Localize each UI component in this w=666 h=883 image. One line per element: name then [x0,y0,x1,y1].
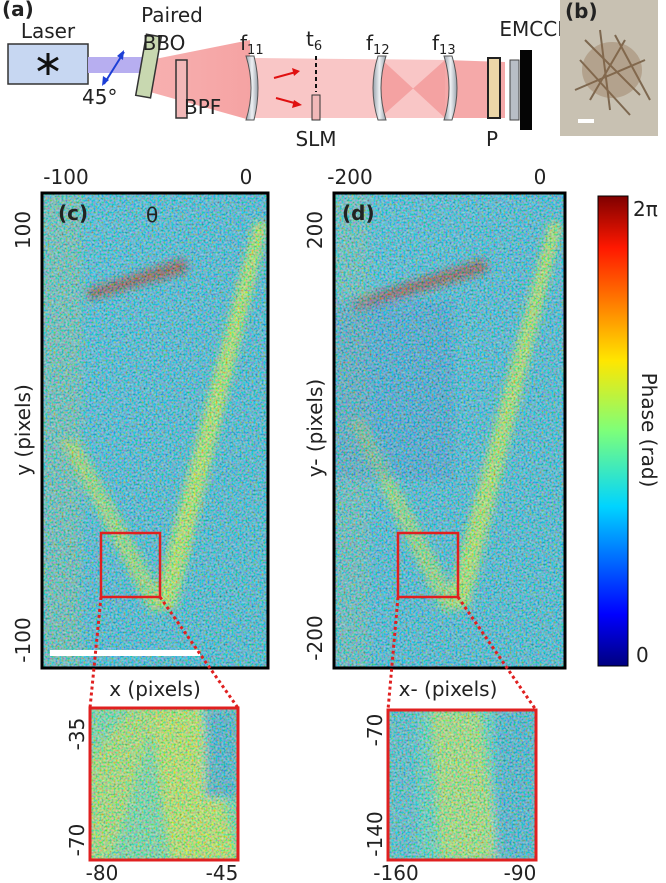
lens-label: f12 [366,31,390,58]
crossing-beam [380,58,445,118]
lens-base: f [432,31,440,55]
noise [90,708,238,860]
x-axis-label: x (pixels) [109,677,201,701]
signal-beam [150,40,250,120]
colorbar: 2π 0 Phase (rad) [597,195,661,667]
bpf [175,59,188,119]
zoom-line [88,596,103,709]
x-tick-label: -200 [327,165,372,189]
inset-x-tick-label: -160 [373,861,418,883]
panel-label: (d) [342,201,375,225]
bpf-label: BPF [184,95,221,119]
zoom-line [158,596,240,709]
sample-photo: (b) [560,0,658,136]
plane-sub: 6 [314,39,322,54]
plane-base: t [306,27,314,51]
y-tick-label: 100 [11,211,35,249]
crystal-cluster [582,42,642,98]
noise [334,193,565,668]
image-frame [40,191,270,670]
noise [42,193,268,668]
crystals [574,29,651,116]
lens-sub: 11 [247,43,264,58]
y-axis-label: y (pixels) [11,384,35,476]
noise [388,710,536,860]
inset-frame [386,708,538,862]
colorbar-max: 2π [633,197,658,221]
lens [372,55,387,121]
polarizer [487,57,501,119]
slm-label: SLM [295,127,336,151]
inset-y-tick-label: -35 [65,718,89,751]
polarization-label: 45° [82,85,117,109]
plane-label: t6 [306,27,322,54]
panel-label: (c) [58,201,88,225]
lens-base: f [240,31,248,55]
y-tick-label: 200 [303,211,327,249]
bbo-crystal [134,33,163,99]
zoom-box [396,531,460,599]
y-tick-label: -100 [11,617,35,662]
lens-base: f [366,31,374,55]
arrow-head [292,68,300,76]
inset-x-tick-label: -80 [86,861,119,883]
arrow [273,71,297,79]
y-axis-label: y- (pixels) [303,379,327,477]
panel-label: (a) [2,0,34,21]
arrow-head [102,76,109,86]
slm [311,94,321,121]
polarizer-label: P [486,127,498,151]
colorbar-label: Phase (rad) [637,373,661,488]
inset-y-tick-label: -70 [65,824,89,857]
camera [520,50,532,130]
colorbar-scale [597,195,629,667]
camera-window [509,59,520,121]
bbo-label: BBO [143,31,186,55]
lens-sub: 12 [373,43,390,58]
arrow-head [117,50,124,60]
inset-y-tick-label: -70 [363,714,387,747]
zoom-line [456,596,538,711]
inset-y-tick-label: -140 [363,811,387,856]
inset-x-tick-label: -45 [206,861,239,883]
phase-map-c: (c) θ -100 0 100 -100 y (pixels) x (pixe… [11,165,270,883]
inset-x-tick-label: -90 [504,861,537,883]
zoom-line [386,596,400,711]
scale-bar [578,119,594,123]
x-tick-label: -100 [43,165,88,189]
arrow-head [292,100,302,108]
paired-label: Paired [141,3,203,27]
laser-icon [37,53,59,75]
lens [245,55,259,121]
y-tick-label: -200 [303,615,327,660]
setup-diagram: (a) Laser 45° Paired BBO BPF f11 t6 SLM … [2,0,573,151]
lens-label: f11 [240,31,264,58]
signal-beam [250,58,450,118]
colorbar-min: 0 [636,643,649,667]
phase-map-d: (d) -200 0 200 -200 y- (pixels) x- (pixe… [303,165,567,883]
scale-bar [50,650,200,656]
zoom-box [99,531,162,599]
image-frame [332,191,567,670]
x-axis-label: x- (pixels) [399,677,498,701]
angle-label: θ [146,203,158,227]
lens-label: f13 [432,31,456,58]
panel-label: (b) [565,0,598,23]
laser-label: Laser [21,19,76,43]
inset-frame [88,706,240,862]
lens-sub: 13 [439,43,456,58]
x-tick-label: 0 [240,165,253,189]
lens [443,55,458,121]
x-tick-label: 0 [534,165,547,189]
